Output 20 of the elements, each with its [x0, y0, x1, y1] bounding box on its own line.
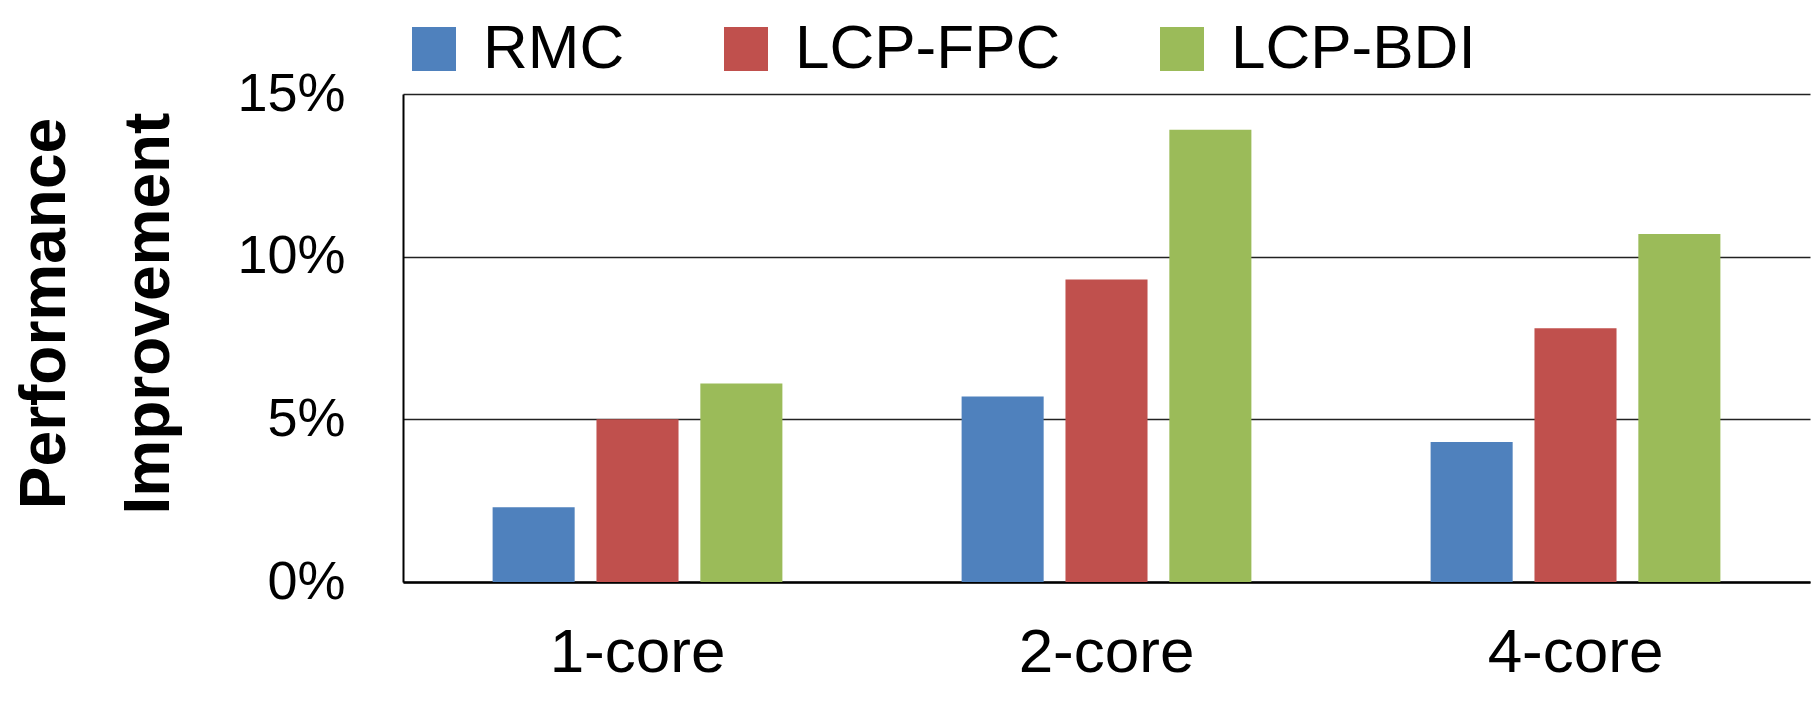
bar — [1638, 233, 1721, 582]
x-tick-label: 2-core — [1018, 615, 1195, 685]
y-axis-title: Performance Improvement — [6, 112, 183, 515]
legend-label: RMC — [483, 12, 625, 81]
y-tick-label: 10% — [237, 224, 346, 285]
x-tick-label: 1-core — [549, 615, 726, 685]
bar — [1065, 279, 1148, 582]
bar — [1534, 328, 1617, 582]
y-tick-label: 15% — [237, 61, 346, 122]
y-tick-label: 5% — [267, 386, 346, 447]
bar — [492, 507, 575, 582]
bar — [961, 396, 1044, 582]
legend-label: LCP-BDI — [1231, 12, 1476, 81]
legend-label: LCP-FPC — [795, 12, 1061, 81]
x-tick-label: 4-core — [1487, 615, 1664, 685]
bar — [596, 419, 679, 582]
bar — [700, 383, 783, 582]
y-tick-label: 0% — [267, 549, 346, 610]
bar — [1430, 442, 1513, 582]
bar — [1169, 129, 1252, 582]
